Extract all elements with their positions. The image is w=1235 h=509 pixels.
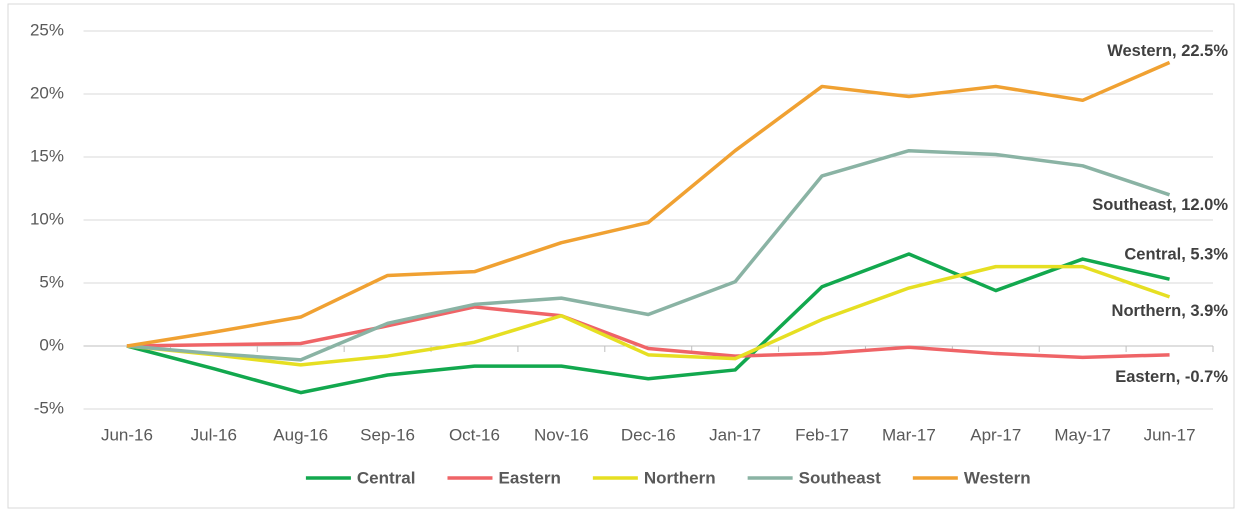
end-label: Southeast, 12.0% xyxy=(1092,196,1228,214)
y-tick-label: 15% xyxy=(30,146,64,165)
legend-item: Northern xyxy=(592,468,716,487)
x-tick-label: Oct-16 xyxy=(449,425,500,444)
end-label: Western, 22.5% xyxy=(1107,42,1228,60)
series-line xyxy=(126,252,1170,395)
x-tick-label: Jul-16 xyxy=(191,425,237,444)
legend-label: Western xyxy=(964,468,1031,487)
y-tick-label: 0% xyxy=(39,335,64,354)
x-tick-label: Apr-17 xyxy=(970,425,1021,444)
x-tick-label: Mar-17 xyxy=(882,425,936,444)
x-tick-label: May-17 xyxy=(1054,425,1111,444)
legend: Central Eastern Northern Southeast Western xyxy=(305,468,1031,487)
legend-label: Northern xyxy=(644,468,716,487)
x-tick-label: Dec-16 xyxy=(621,425,676,444)
end-label: Eastern, -0.7% xyxy=(1115,368,1228,386)
x-tick-label: Jun-16 xyxy=(101,425,153,444)
plot: Central, 5.3% Eastern, -0.7% Northern, 3.9… xyxy=(126,42,1229,395)
grid: -5% 0% 5% 10% 15% 20% 25% Jun-16 Jul-16 Aug-16 Sep… xyxy=(30,20,1214,444)
y-tick-label: -5% xyxy=(34,398,64,417)
series-line xyxy=(126,305,1170,360)
y-tick-label: 25% xyxy=(30,20,64,39)
x-tick-label: Aug-16 xyxy=(273,425,328,444)
y-tick-label: 10% xyxy=(30,209,64,228)
x-tick-label: Sep-16 xyxy=(360,425,415,444)
legend-item: Western xyxy=(912,468,1031,487)
x-tick-label: Feb-17 xyxy=(795,425,849,444)
legend-item: Central xyxy=(305,468,416,487)
legend-label: Central xyxy=(357,468,416,487)
y-tick-label: 5% xyxy=(39,272,64,291)
legend-item: Southeast xyxy=(747,468,882,487)
series-line xyxy=(126,148,1171,362)
series-line xyxy=(126,264,1171,367)
legend-label: Southeast xyxy=(799,468,882,487)
end-label: Central, 5.3% xyxy=(1124,246,1228,264)
legend-label: Eastern xyxy=(498,468,560,487)
legend-item: Eastern xyxy=(447,468,561,487)
series-line xyxy=(126,60,1171,348)
x-tick-label: Nov-16 xyxy=(534,425,589,444)
x-tick-label: Jun-17 xyxy=(1144,425,1196,444)
y-tick-label: 20% xyxy=(30,83,64,102)
chart-border xyxy=(7,3,1235,509)
end-label: Northern, 3.9% xyxy=(1112,302,1229,320)
x-tick-label: Jan-17 xyxy=(709,425,761,444)
